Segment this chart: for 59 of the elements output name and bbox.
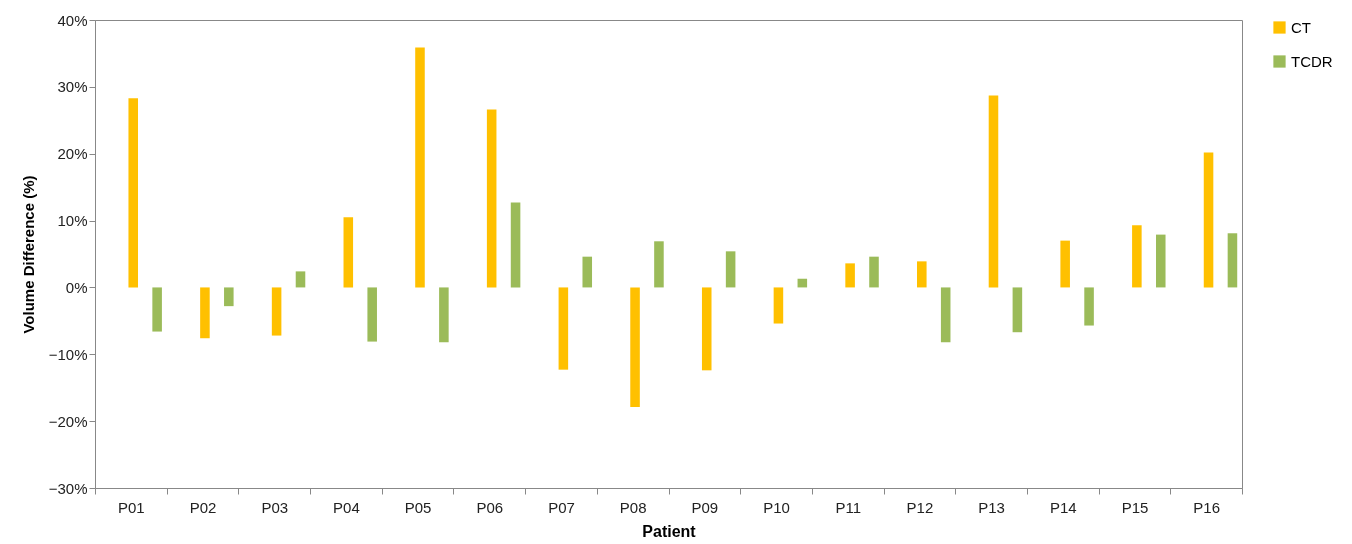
bar (940, 287, 951, 343)
bar (654, 241, 664, 288)
bar (128, 98, 139, 288)
x-tick-label: P04 (333, 498, 360, 516)
y-tick-label: −10% (48, 345, 88, 363)
x-tick-label: P14 (1049, 498, 1077, 516)
y-tick-label: 30% (57, 78, 88, 96)
x-axis-title: Patient (642, 522, 697, 540)
bar (367, 287, 377, 342)
bar (869, 256, 879, 288)
x-tick-label: P16 (1193, 498, 1221, 516)
bar (1084, 287, 1094, 326)
x-tick-label: P06 (476, 498, 504, 516)
x-tick-label: P03 (261, 498, 289, 516)
bar (439, 287, 449, 343)
x-tick-label: P01 (117, 498, 145, 516)
x-tick-label: P05 (404, 498, 432, 516)
bar (486, 109, 497, 288)
bar (917, 261, 927, 288)
x-tick-label: P09 (691, 498, 719, 516)
bar (988, 95, 999, 288)
bar (224, 287, 234, 307)
bar (701, 287, 712, 371)
bar (1012, 287, 1023, 333)
bar (558, 287, 569, 370)
bar (773, 287, 784, 324)
x-tick-label: P10 (763, 498, 790, 516)
y-tick-label: 40% (57, 11, 88, 29)
x-tick-label: P07 (548, 498, 575, 516)
legend-label: CT (1291, 18, 1311, 36)
bar (630, 287, 640, 408)
x-tick-label: P08 (619, 498, 647, 516)
legend-label: TCDR (1291, 52, 1333, 70)
x-tick-label: P12 (906, 498, 934, 516)
y-axis-title: Volume Difference (%) (19, 175, 37, 334)
bar (845, 263, 855, 288)
x-tick-label: P02 (189, 498, 217, 516)
y-tick-label: 10% (57, 212, 88, 230)
bar (343, 217, 354, 288)
bar (510, 202, 521, 288)
y-tick-label: 0% (65, 278, 88, 296)
x-tick-label: P11 (835, 498, 862, 516)
bar (1155, 234, 1166, 288)
bar (415, 47, 425, 288)
y-tick-label: −20% (48, 412, 88, 430)
y-tick-label: 20% (57, 145, 88, 163)
bar (725, 251, 736, 288)
bar (1227, 233, 1238, 288)
y-tick-label: −30% (48, 479, 88, 497)
x-tick-label: P13 (978, 498, 1005, 516)
bar (271, 287, 282, 336)
bar (152, 287, 162, 332)
bar (295, 271, 306, 288)
bar (582, 256, 593, 288)
bar (1203, 152, 1214, 288)
bar (1132, 225, 1142, 288)
bar (200, 287, 210, 339)
bar (1060, 240, 1070, 288)
x-tick-label: P15 (1121, 498, 1149, 516)
